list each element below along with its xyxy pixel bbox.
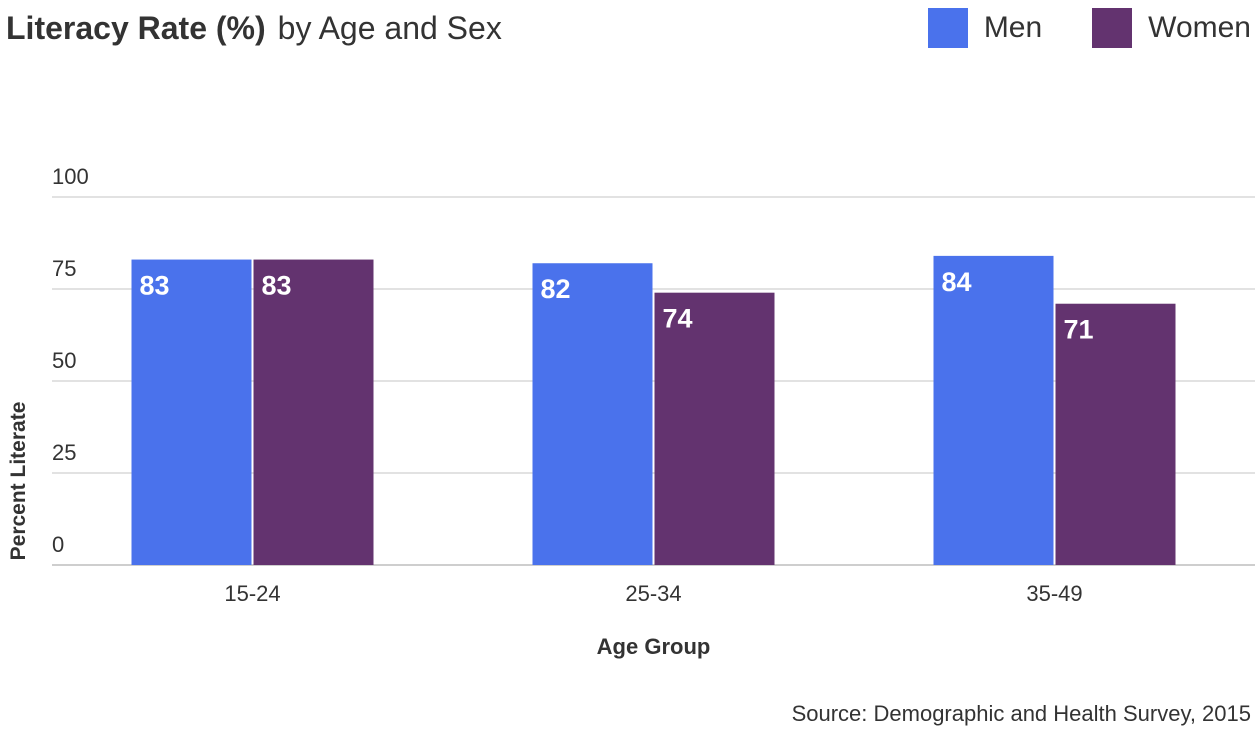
bar-women-35-49 <box>1055 303 1176 565</box>
y-tick-label-100: 100 <box>52 164 89 189</box>
source-note: Source: Demographic and Health Survey, 2… <box>791 701 1251 726</box>
data-label-men-35-49: 84 <box>942 267 972 297</box>
bar-women-15-24 <box>253 259 374 565</box>
chart-title-main: Literacy Rate (%) <box>6 10 266 46</box>
bar-women-25-34 <box>654 292 775 565</box>
data-label-men-25-34: 82 <box>541 274 571 304</box>
x-tick-label-25-34: 25-34 <box>625 581 681 606</box>
data-label-women-15-24: 83 <box>262 271 292 301</box>
legend-label-women: Women <box>1148 11 1251 44</box>
y-tick-label-25: 25 <box>52 440 76 465</box>
x-axis-title: Age Group <box>597 634 711 659</box>
bar-men-35-49 <box>933 255 1054 565</box>
data-label-men-15-24: 83 <box>140 271 170 301</box>
legend-swatch-men <box>927 8 968 48</box>
legend-swatch-women <box>1092 8 1133 48</box>
legend-label-men: Men <box>983 11 1043 44</box>
legend-item-women: Women <box>1092 8 1251 48</box>
bar-men-25-34 <box>532 263 653 565</box>
y-tick-label-75: 75 <box>52 256 76 281</box>
x-tick-label-15-24: 15-24 <box>224 581 280 606</box>
bar-men-15-24 <box>131 259 252 565</box>
x-tick-label-35-49: 35-49 <box>1026 581 1082 606</box>
legend: Men Women <box>878 8 1251 48</box>
legend-item-men: Men <box>927 8 1043 48</box>
data-label-women-35-49: 71 <box>1064 315 1094 345</box>
chart-title: Literacy Rate (%) by Age and Sex <box>6 8 502 48</box>
y-tick-label-50: 50 <box>52 348 76 373</box>
chart-title-sub: by Age and Sex <box>277 10 502 46</box>
y-tick-label-0: 0 <box>52 532 64 557</box>
y-axis-title: Percent Literate <box>7 402 30 561</box>
data-label-women-25-34: 74 <box>663 304 693 334</box>
